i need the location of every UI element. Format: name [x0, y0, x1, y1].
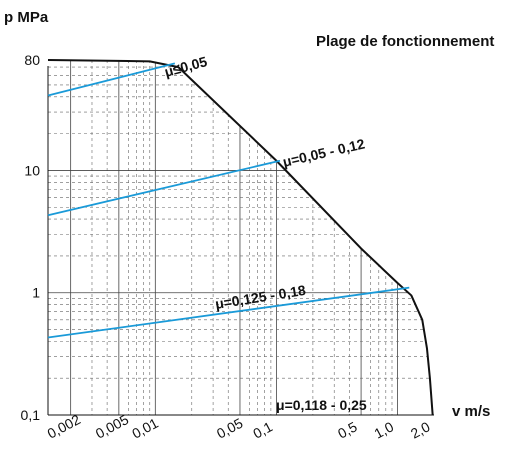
y-axis-label: p MPa — [4, 9, 49, 26]
x-tick-label: 0,002 — [45, 411, 84, 442]
x-tick-label: 1,0 — [371, 418, 396, 441]
friction-line-3 — [47, 286, 410, 339]
x-tick-label: 0,01 — [129, 415, 161, 442]
x-tick-label: 0,005 — [93, 411, 132, 442]
annotation-mu-4: μ=0,118 - 0,25 — [276, 397, 367, 413]
x-tick-label: 0,5 — [335, 418, 360, 441]
y-tick-label: 1 — [32, 285, 40, 301]
chart-title: Plage de fonctionnement — [316, 33, 494, 50]
x-tick-label: 0,05 — [214, 415, 246, 442]
y-tick-label: 80 — [24, 52, 40, 68]
x-axis-label: v m/s — [452, 403, 490, 420]
x-tick-label: 2,0 — [408, 418, 433, 441]
envelope-outside-mask — [48, 0, 454, 415]
y-tick-label: 0,1 — [21, 407, 41, 423]
series-layer — [47, 59, 434, 416]
x-tick-label: 0,1 — [250, 418, 275, 441]
y-tick-label: 10 — [24, 162, 40, 178]
friction-line-1 — [47, 62, 176, 97]
envelope-layer — [47, 0, 454, 416]
friction-line-2 — [47, 159, 281, 217]
